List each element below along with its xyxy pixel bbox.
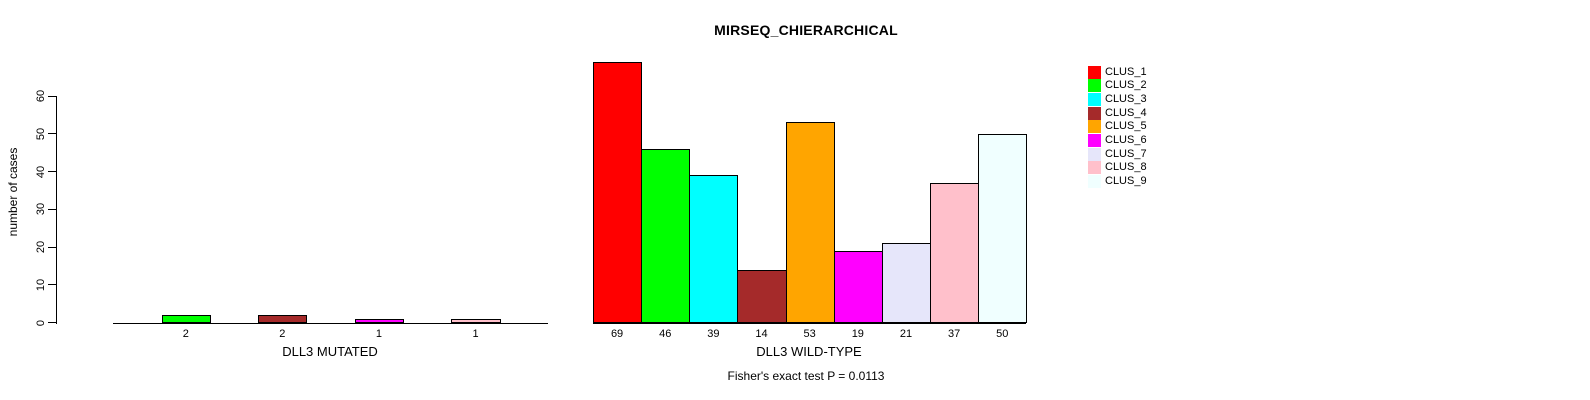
- legend-label: CLUS_2: [1105, 79, 1147, 92]
- legend-swatch: [1088, 79, 1101, 93]
- bar-value-label: 53: [803, 328, 816, 340]
- bar-clus-6: [833, 250, 883, 323]
- y-tick: [48, 208, 56, 210]
- y-tick: [48, 95, 56, 97]
- bar-clus-8: [451, 318, 501, 323]
- bar-value-label: 14: [755, 328, 768, 340]
- y-tick: [48, 133, 56, 135]
- legend-swatch: [1088, 120, 1101, 134]
- bar-value-label: 69: [610, 328, 624, 340]
- bar-clus-3: [689, 175, 739, 323]
- legend-label: CLUS_1: [1105, 65, 1147, 78]
- bar-value-label: 37: [948, 328, 961, 340]
- bar-clus-4: [258, 314, 308, 323]
- legend-swatch: [1088, 65, 1101, 79]
- x-axis-label-wild-type: DLL3 WILD-TYPE: [756, 344, 862, 359]
- legend-label: CLUS_7: [1105, 147, 1147, 160]
- bar-value-label: 2: [279, 328, 286, 340]
- chart-title: MIRSEQ_CHIERARCHICAL: [714, 22, 898, 38]
- legend-swatch: [1088, 106, 1101, 120]
- y-tick: [48, 171, 56, 172]
- y-axis-title: number of cases: [6, 147, 20, 237]
- x-axis-baseline: [593, 322, 1027, 324]
- legend-swatch: [1088, 161, 1101, 175]
- legend-swatch: [1088, 175, 1101, 189]
- bar-value-label: 39: [707, 328, 720, 340]
- bar-clus-4: [737, 269, 787, 323]
- y-tick-label: 10: [35, 278, 47, 291]
- y-tick: [48, 284, 56, 286]
- y-tick-label: 0: [35, 319, 47, 326]
- bar-value-label: 46: [659, 328, 672, 340]
- legend-swatch: [1088, 92, 1101, 106]
- legend-label: CLUS_9: [1105, 175, 1147, 188]
- y-tick-label: 40: [35, 165, 47, 178]
- y-tick-label: 20: [35, 240, 47, 254]
- bar-value-label: 21: [899, 328, 913, 340]
- bar-clus-8: [930, 182, 980, 323]
- bar-value-label: 2: [182, 328, 189, 340]
- y-tick-label: 50: [35, 127, 47, 140]
- bar-clus-7: [881, 243, 932, 323]
- legend-label: CLUS_4: [1105, 106, 1147, 119]
- bar-clus-6: [354, 318, 405, 323]
- y-axis-line: [56, 96, 57, 324]
- bar-clus-2: [161, 314, 211, 323]
- y-tick: [48, 322, 56, 323]
- bar-clus-9: [978, 133, 1028, 323]
- bar-value-label: 50: [996, 328, 1009, 340]
- bar-clus-1: [593, 62, 643, 323]
- fisher-test-note: Fisher's exact test P = 0.0113: [727, 369, 885, 383]
- legend-swatch: [1088, 134, 1101, 147]
- bar-value-label: 19: [851, 328, 864, 340]
- x-axis-label-mutated: DLL3 MUTATED: [282, 344, 378, 359]
- y-tick-label: 30: [35, 203, 47, 216]
- legend-swatch: [1088, 147, 1101, 161]
- bar-value-label: 1: [472, 328, 479, 340]
- y-tick-label: 60: [35, 89, 47, 103]
- legend-label: CLUS_5: [1105, 120, 1147, 133]
- legend-label: CLUS_3: [1105, 92, 1147, 105]
- legend-label: CLUS_8: [1105, 161, 1147, 174]
- bar-clus-5: [785, 122, 835, 323]
- y-tick: [48, 246, 56, 248]
- legend-label: CLUS_6: [1105, 134, 1147, 146]
- bar-clus-2: [641, 148, 691, 323]
- bar-value-label: 1: [375, 328, 382, 340]
- x-axis-baseline: [113, 322, 548, 324]
